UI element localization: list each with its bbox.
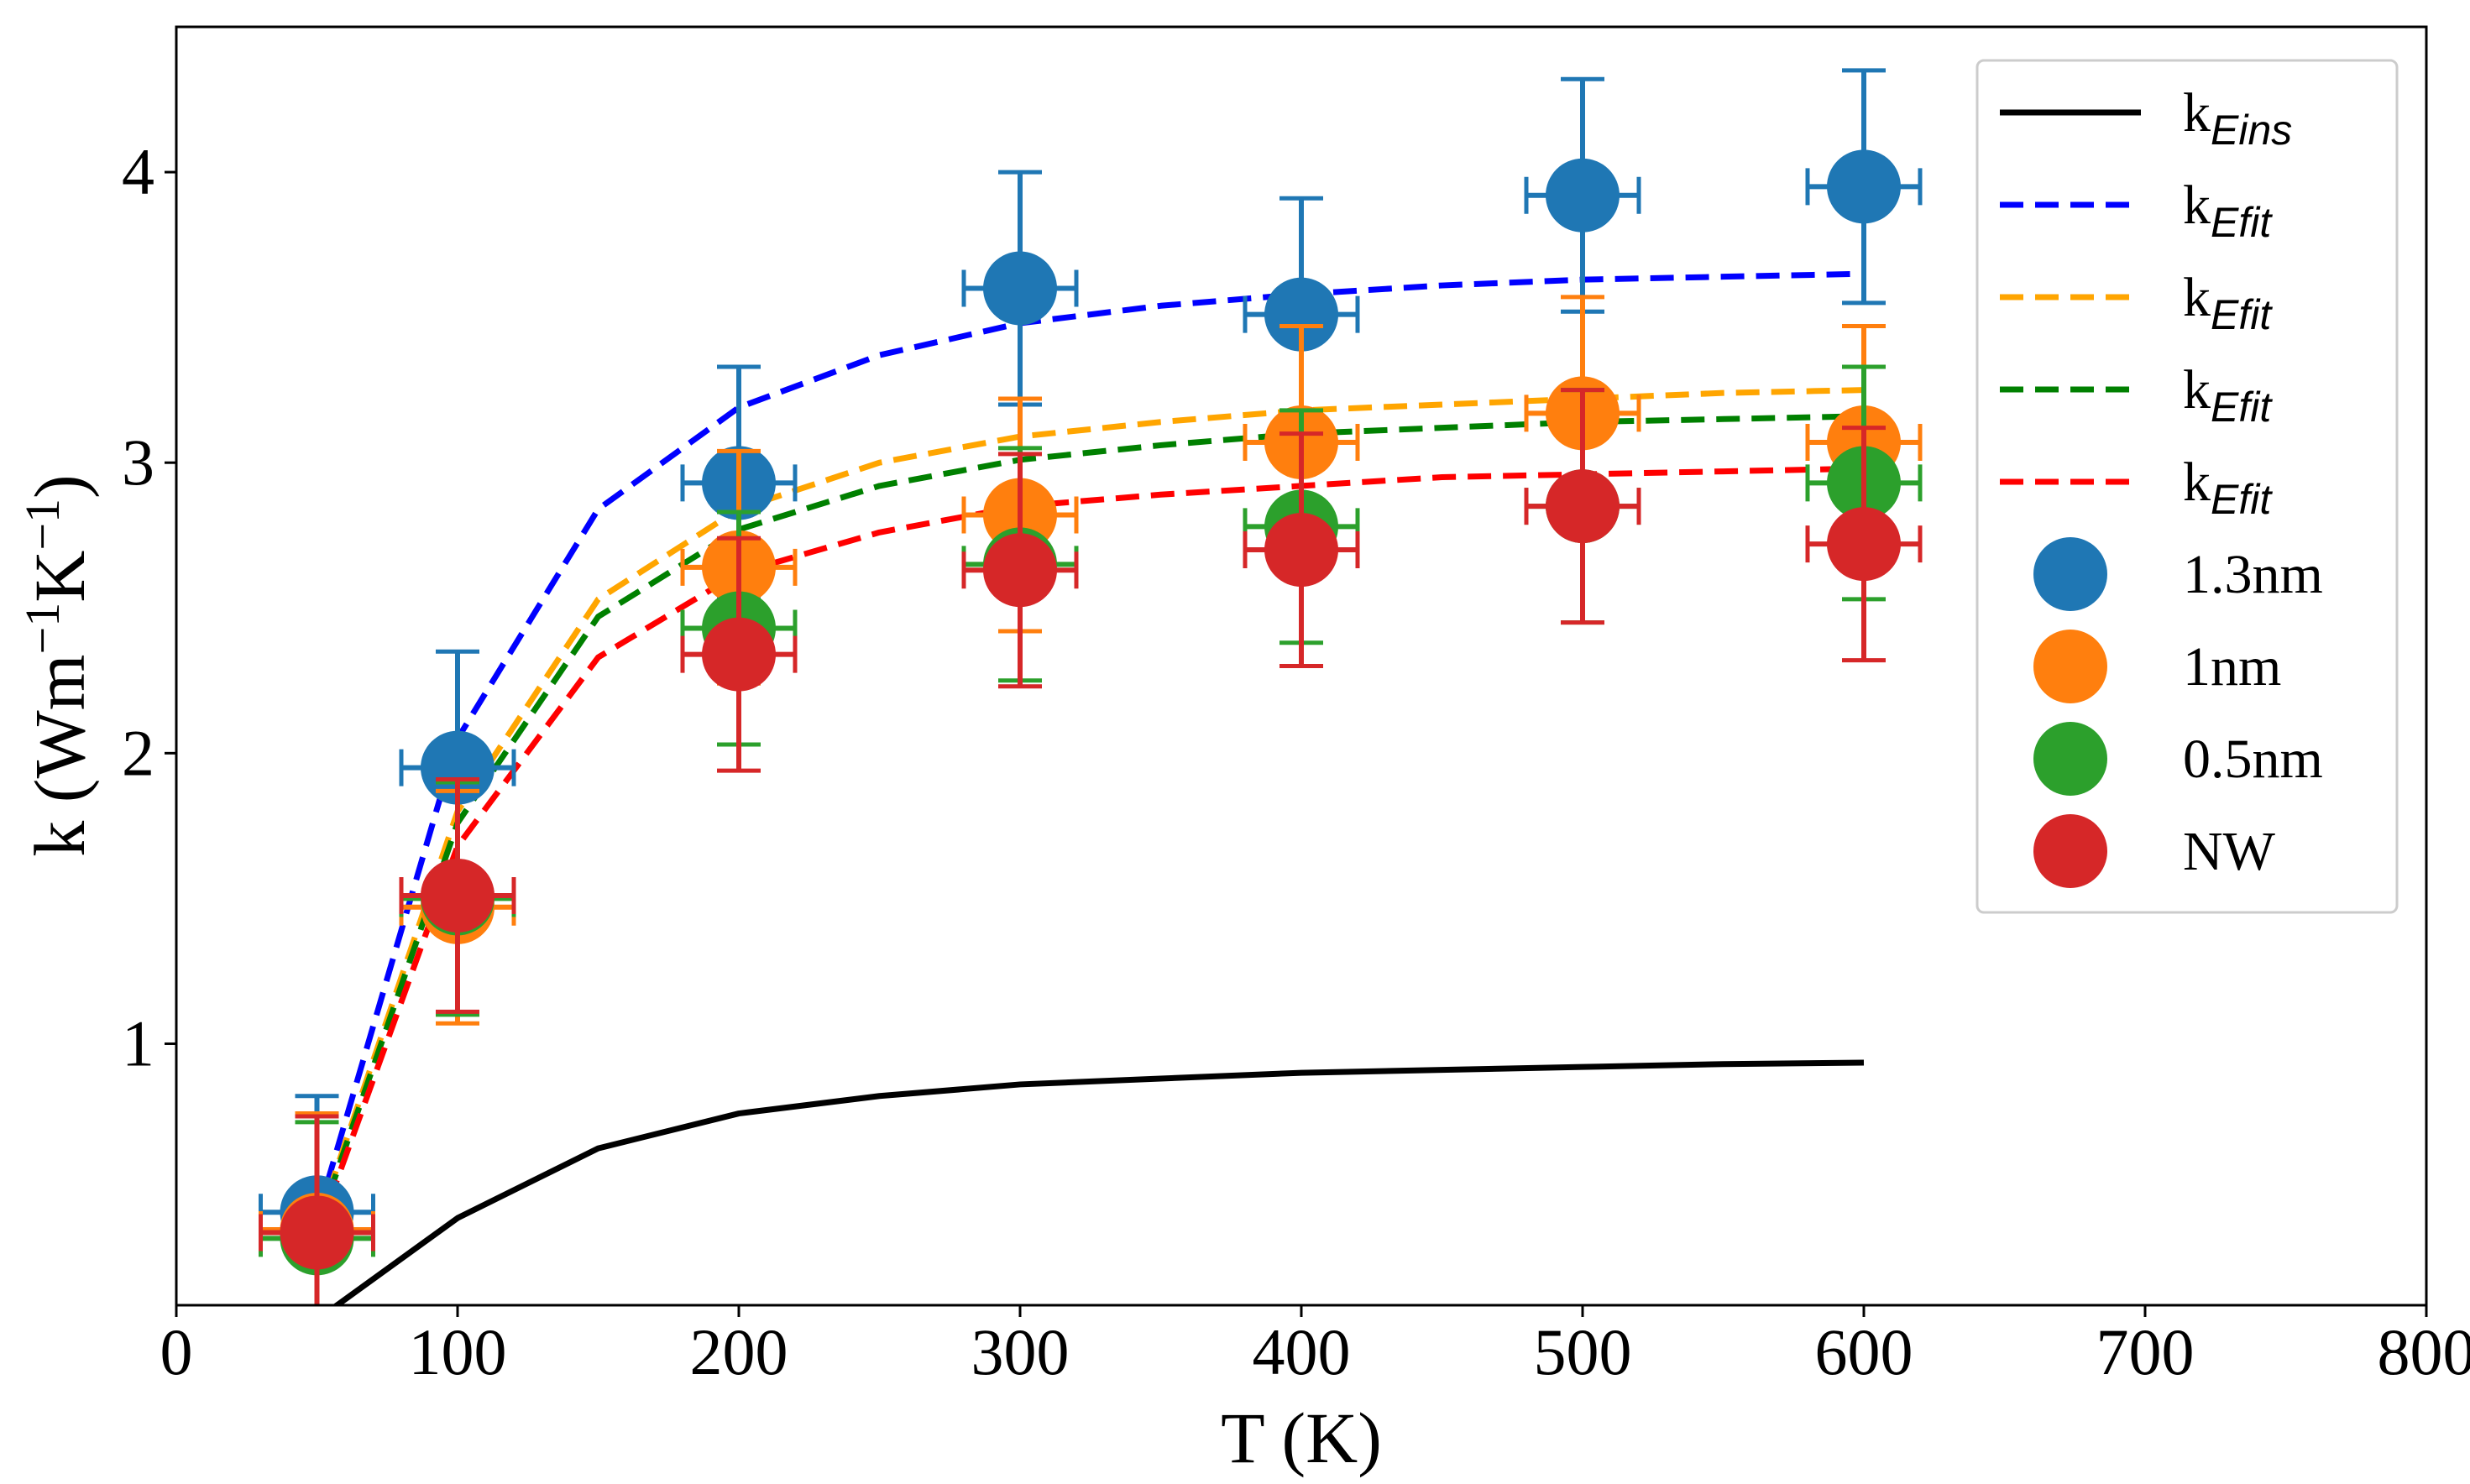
legend-marker-1 (2033, 630, 2107, 703)
legend-label-series-3: NW (2183, 821, 2276, 882)
legend-label-4: kEfit (2183, 452, 2273, 523)
scatter-series-0.5nm (259, 364, 1923, 1305)
x-axis-title: T (K) (1221, 1398, 1382, 1478)
series-line-1 (314, 270, 1865, 1220)
legend-label-0: kEins (2183, 82, 2292, 154)
data-point (280, 1195, 354, 1270)
data-point (421, 730, 495, 805)
plot-points (259, 68, 1923, 1305)
scatter-series-1.3nm (259, 68, 1923, 1305)
legend-label-sub: Efit (2211, 476, 2273, 523)
legend-label-2: kEfit (2183, 267, 2273, 338)
y-tick-label: 2 (122, 716, 154, 789)
series-line-4 (314, 465, 1865, 1237)
x-tick-label: 100 (409, 1315, 507, 1388)
y-axis-title-base: k (Wm (19, 654, 100, 856)
y-tick-label: 3 (122, 426, 154, 499)
series-line-2 (314, 387, 1865, 1228)
legend-label-sub: Efit (2211, 291, 2273, 338)
data-point (1546, 469, 1620, 544)
legend-label-main: k (2183, 452, 2211, 513)
series-line-0 (332, 1059, 1865, 1305)
legend-label-3: kEfit (2183, 359, 2273, 431)
x-tick-label: 800 (2378, 1315, 2470, 1388)
legend-marker-3 (2033, 814, 2107, 888)
x-tick-label: 200 (690, 1315, 788, 1388)
data-point (1827, 507, 1901, 582)
data-point (702, 617, 776, 692)
y-axis-title-k: K (19, 551, 100, 603)
data-point (1264, 513, 1338, 588)
y-axis-title-exp2: −1 (15, 499, 70, 551)
legend-label-main: k (2183, 82, 2211, 144)
legend-label-series-1: 1nm (2183, 636, 2281, 698)
x-axis: 0 100 200 300 400 500 600 700 800 (160, 1305, 2470, 1388)
x-tick-label: 0 (160, 1315, 193, 1388)
y-axis-title: k (Wm−1K−1) (15, 474, 100, 856)
legend-label-series-2: 0.5nm (2183, 729, 2323, 790)
y-axis: 1 2 3 4 (122, 135, 176, 1079)
y-axis-title-close: ) (19, 474, 100, 499)
data-point (1827, 149, 1901, 224)
x-tick-label: 300 (971, 1315, 1070, 1388)
x-tick-label: 600 (1815, 1315, 1913, 1388)
data-point (1264, 277, 1338, 352)
data-point (983, 533, 1057, 608)
y-tick-label: 4 (122, 135, 154, 208)
legend-marker-2 (2033, 722, 2107, 796)
x-tick-label: 700 (2096, 1315, 2195, 1388)
legend-label-main: k (2183, 267, 2211, 328)
x-tick-label: 500 (1534, 1315, 1632, 1388)
series-line-3 (314, 413, 1865, 1231)
legend-label-main: k (2183, 175, 2211, 236)
data-point (421, 858, 495, 933)
legend-marker-0 (2033, 537, 2107, 611)
legend-label-1: kEfit (2183, 175, 2273, 246)
scatter-series-NW (259, 388, 1923, 1305)
data-point (983, 251, 1057, 326)
data-point (1546, 158, 1620, 233)
legend-label-sub: Efit (2211, 384, 2273, 431)
legend-label-series-0: 1.3nm (2183, 544, 2323, 605)
y-tick-label: 1 (122, 1006, 154, 1079)
plot-lines (314, 270, 1865, 1305)
y-axis-title-exp1: −1 (15, 603, 70, 655)
legend-label-sub: Efit (2211, 199, 2273, 246)
legend-label-main: k (2183, 359, 2211, 421)
x-tick-label: 400 (1253, 1315, 1351, 1388)
legend-label-sub: Eins (2211, 107, 2292, 154)
